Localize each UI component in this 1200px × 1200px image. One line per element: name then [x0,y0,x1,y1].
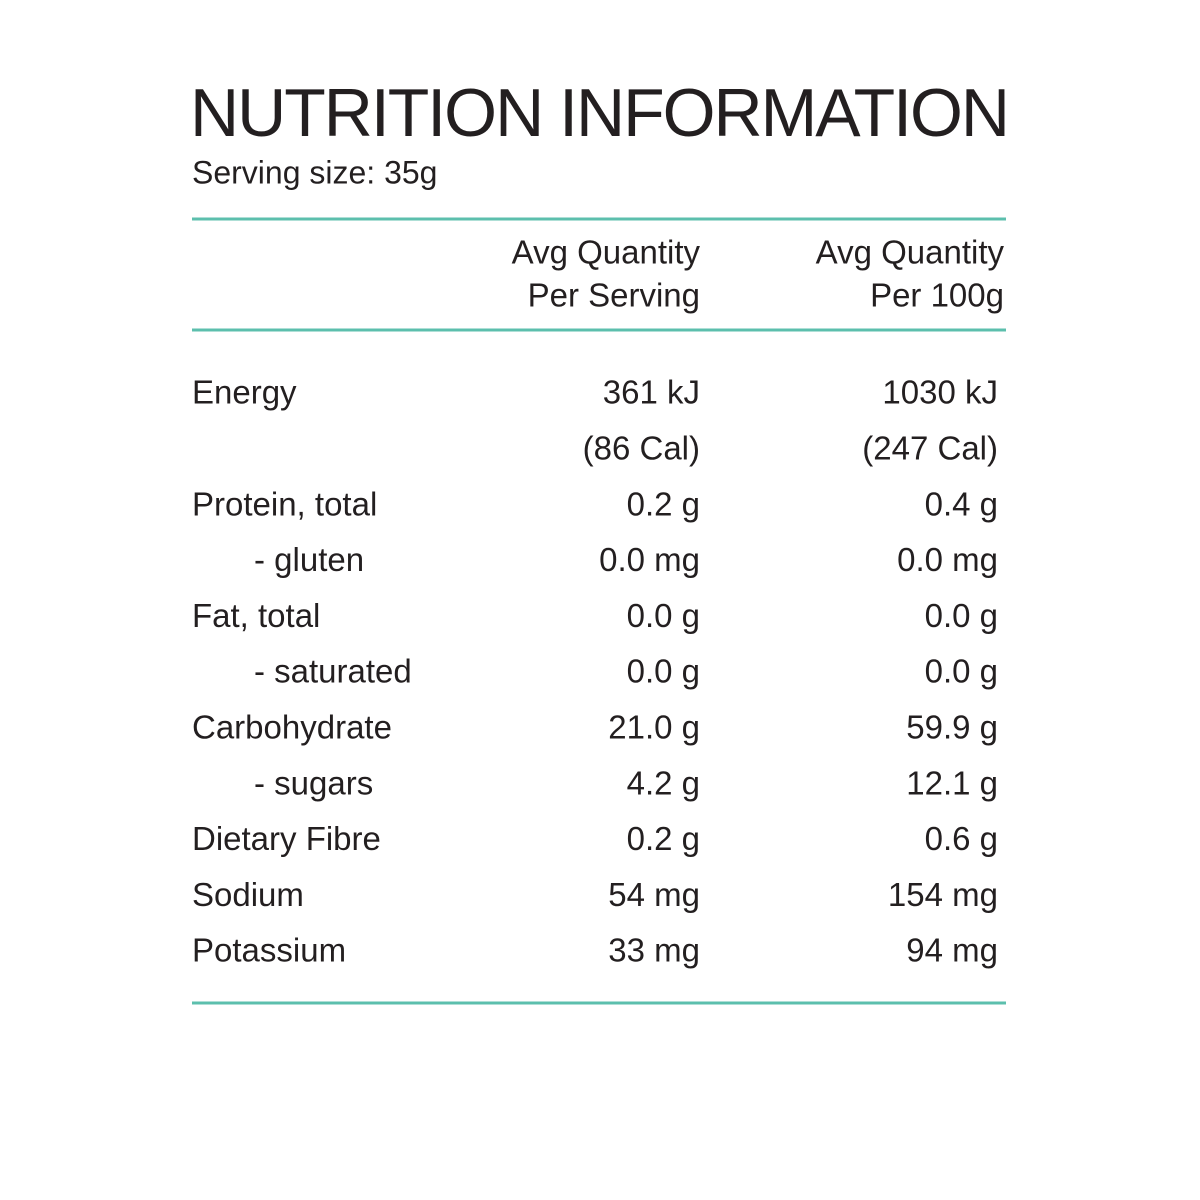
nutrient-label: Potassium [192,932,346,969]
serving-size: Serving size: 35g [192,154,437,190]
nutrient-value: (86 Cal) [583,430,700,467]
nutrient-label: - gluten [254,541,364,578]
nutrient-label: Carbohydrate [192,709,392,746]
nutrient-value: (247 Cal) [862,430,998,467]
nutrient-value: 33 mg [608,932,700,969]
column-header: Avg Quantity [512,234,701,271]
nutrient-label: - sugars [254,764,373,801]
nutrient-value: 0.2 g [627,820,700,857]
nutrient-value: 59.9 g [906,709,998,746]
nutrient-label: Fat, total [192,597,320,634]
nutrient-label: Dietary Fibre [192,820,381,857]
nutrient-value: 361 kJ [603,374,700,411]
nutrient-value: 0.2 g [627,485,700,522]
nutrient-label: - saturated [254,653,412,690]
column-header: Per 100g [870,277,1004,314]
nutrient-value: 0.0 mg [897,541,998,578]
nutrient-value: 0.6 g [925,820,998,857]
nutrient-label: Protein, total [192,485,377,522]
nutrient-value: 154 mg [888,876,998,913]
nutrient-value: 54 mg [608,876,700,913]
nutrient-label: Energy [192,374,297,411]
column-header: Avg Quantity [816,234,1005,271]
nutrient-value: 0.0 g [627,597,700,634]
title: NUTRITION INFORMATION [190,75,1008,151]
nutrient-value: 0.0 g [925,653,998,690]
nutrient-value: 0.0 g [627,653,700,690]
nutrient-value: 0.4 g [925,485,998,522]
nutrient-value: 0.0 g [925,597,998,634]
nutrient-value: 1030 kJ [882,374,998,411]
column-header: Per Serving [528,277,700,314]
nutrient-value: 0.0 mg [599,541,700,578]
nutrient-value: 12.1 g [906,764,998,801]
nutrient-label: Sodium [192,876,304,913]
nutrient-value: 94 mg [906,932,998,969]
nutrient-value: 4.2 g [627,764,700,801]
nutrient-value: 21.0 g [608,709,700,746]
